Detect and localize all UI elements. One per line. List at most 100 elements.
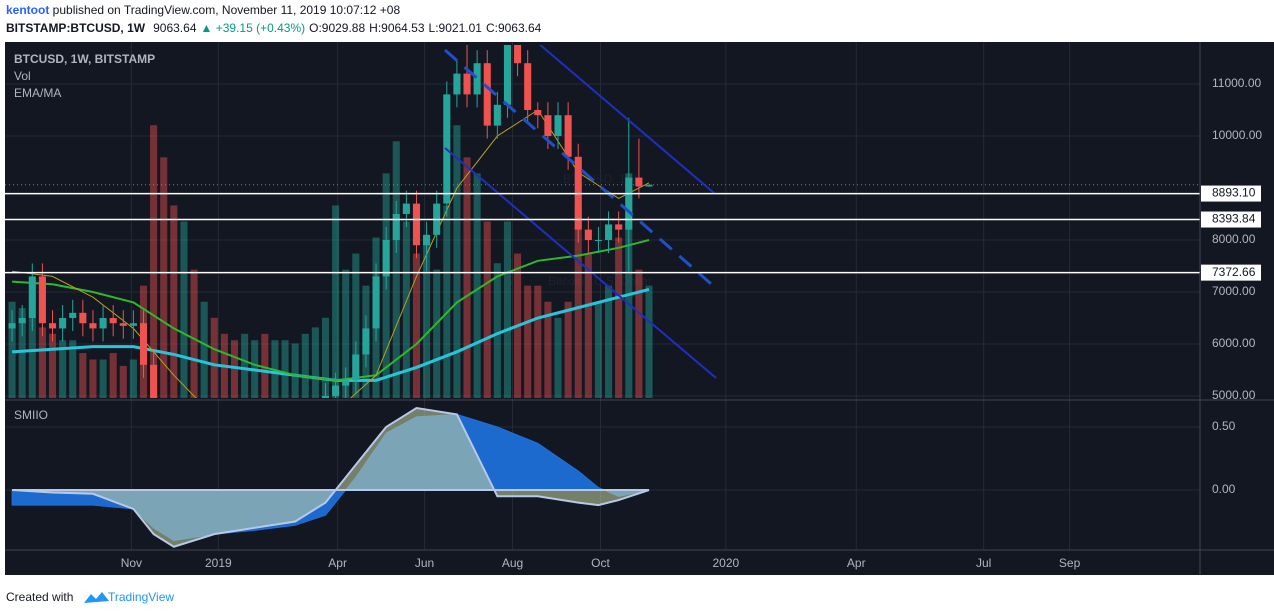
low: L:9021.01 bbox=[429, 21, 483, 35]
header-bar bbox=[0, 0, 1274, 42]
candle-body bbox=[69, 312, 77, 319]
volume-bar bbox=[635, 269, 643, 398]
high: H:9064.53 bbox=[369, 21, 425, 35]
candle-body bbox=[79, 312, 87, 324]
volume-bar bbox=[38, 327, 46, 398]
y-tick-label: 5000.00 bbox=[1212, 388, 1256, 402]
candle-body bbox=[453, 73, 461, 95]
y-tick-label: 0.50 bbox=[1212, 419, 1236, 433]
candle-body bbox=[28, 276, 36, 319]
volume-bar bbox=[423, 237, 431, 398]
volume-bar bbox=[180, 221, 188, 398]
candle-body bbox=[342, 380, 350, 386]
legend-label: Vol bbox=[14, 69, 31, 83]
candle-body bbox=[321, 396, 330, 398]
candle-body bbox=[584, 229, 592, 241]
candle-body bbox=[473, 63, 481, 95]
symbol: BITSTAMP:BTCUSD, 1W bbox=[6, 21, 146, 35]
volume-bar bbox=[28, 317, 36, 398]
candle-body bbox=[503, 45, 512, 105]
level-tag bbox=[1201, 185, 1261, 202]
close: C:9063.64 bbox=[486, 21, 542, 35]
x-tick-label: Apr bbox=[847, 556, 866, 570]
author[interactable]: kentoot bbox=[6, 3, 49, 17]
volume-bar bbox=[453, 125, 461, 398]
candle-body bbox=[392, 214, 400, 241]
y-tick-label: 11000.00 bbox=[1212, 76, 1261, 90]
channel bbox=[444, 45, 719, 379]
volume-bar bbox=[332, 205, 340, 398]
candle-body bbox=[534, 110, 542, 116]
volume-bar bbox=[534, 285, 542, 398]
brand[interactable]: TradingView bbox=[108, 590, 174, 604]
level-label: 7372.66 bbox=[1212, 265, 1256, 279]
volume-bar bbox=[311, 327, 319, 398]
candle-body bbox=[119, 323, 127, 326]
volume-bar bbox=[625, 173, 633, 398]
volume-bar bbox=[281, 340, 289, 398]
volume-bar bbox=[18, 308, 26, 398]
candle-body bbox=[352, 354, 360, 381]
legend-label: BTCUSD, 1W, BITSTAMP bbox=[14, 52, 155, 66]
x-tick-label: 2020 bbox=[712, 556, 739, 570]
volume-bar bbox=[241, 333, 249, 398]
change: ▲ +39.15 (+0.43%) bbox=[201, 21, 306, 35]
volume-bar bbox=[48, 333, 57, 398]
volume-bar bbox=[230, 340, 239, 398]
candle-body bbox=[594, 240, 602, 242]
x-tick-label: 2019 bbox=[205, 556, 232, 570]
y-tick-label: 7000.00 bbox=[1212, 284, 1256, 298]
volume-bar bbox=[89, 359, 97, 398]
volume-bar bbox=[200, 301, 208, 398]
watermark-sub: Bitcoin / U.S. Dollar bbox=[548, 274, 652, 288]
candle-body bbox=[18, 318, 26, 324]
overlay: Nov 2019 Apr Jun Aug Oct 2020 Apr Jul Sep 5000.00 6… bbox=[5, 52, 1262, 570]
volume-bar bbox=[301, 333, 309, 398]
candle-body bbox=[544, 115, 552, 137]
volume-bar bbox=[109, 353, 117, 398]
osc-label: SMIIO bbox=[14, 408, 48, 422]
volume-bar bbox=[392, 141, 400, 398]
candle-body bbox=[332, 385, 340, 397]
x-tick-label: Jun bbox=[415, 556, 434, 570]
volume-bar bbox=[443, 205, 451, 398]
volume-bar bbox=[79, 353, 87, 398]
logo bbox=[84, 592, 109, 603]
candle-body bbox=[150, 364, 158, 398]
volume-bar bbox=[483, 221, 491, 398]
candle-body bbox=[605, 224, 613, 241]
candle-body bbox=[89, 323, 97, 329]
volume-bar bbox=[210, 317, 218, 398]
level-label: 8393.84 bbox=[1212, 212, 1256, 226]
volume-bar bbox=[160, 157, 168, 398]
x-tick-label: Sep bbox=[1059, 556, 1081, 570]
candle-body bbox=[514, 45, 522, 64]
volume-bar bbox=[150, 125, 158, 398]
volume-bar bbox=[412, 253, 421, 398]
y-tick-label: 6000.00 bbox=[1212, 336, 1256, 350]
volume-bar bbox=[119, 365, 127, 398]
y-tick-label: 10000.00 bbox=[1212, 128, 1262, 142]
candle-body bbox=[645, 184, 653, 187]
osc-pane bbox=[11, 407, 650, 548]
volume-bar bbox=[574, 205, 582, 398]
volume-bar bbox=[584, 253, 592, 398]
candle-body bbox=[564, 115, 572, 157]
candle-body bbox=[129, 323, 137, 326]
x-tick-label: Oct bbox=[591, 556, 610, 570]
candle-body bbox=[412, 203, 421, 246]
created: Created with bbox=[6, 590, 73, 604]
volume-bar bbox=[554, 317, 562, 398]
volume-bar bbox=[261, 333, 269, 398]
volume-bar bbox=[402, 221, 410, 398]
candle-body bbox=[372, 276, 380, 329]
candle-body bbox=[48, 323, 57, 329]
volume-bar bbox=[291, 343, 299, 398]
candle-body bbox=[382, 240, 390, 277]
volume-bar bbox=[615, 237, 623, 398]
volume-bar bbox=[605, 285, 613, 398]
candle-body bbox=[483, 63, 491, 126]
volume-bar bbox=[170, 205, 178, 398]
volume-bar bbox=[69, 340, 77, 398]
